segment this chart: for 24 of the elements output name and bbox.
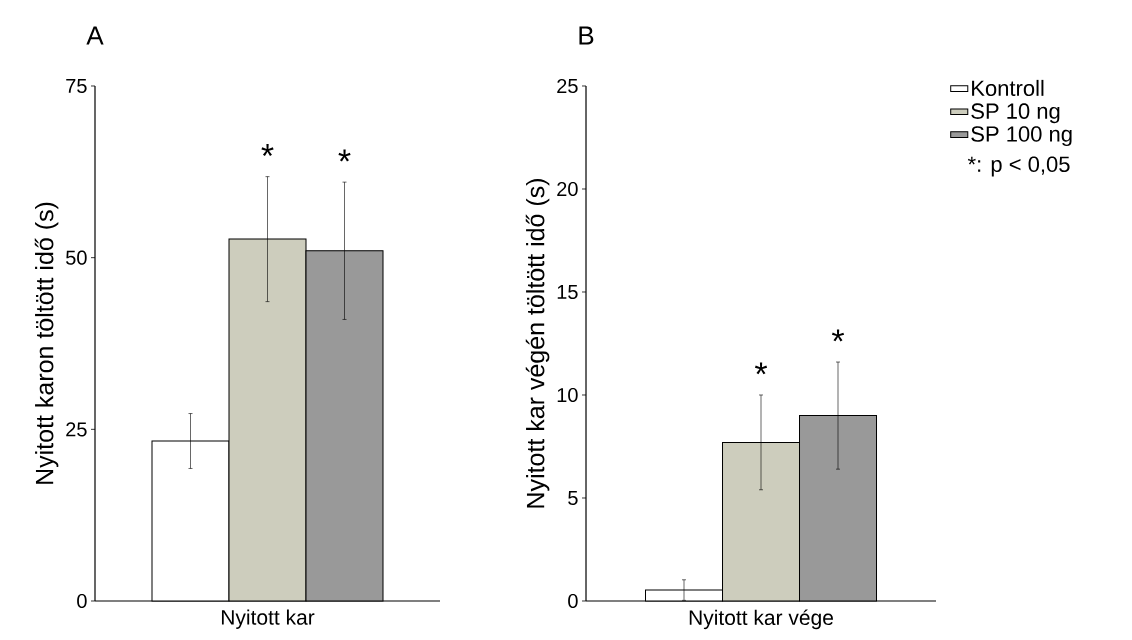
y-tick-label: 0 bbox=[568, 593, 578, 609]
text: *: p < 0,05 bbox=[967, 156, 1070, 177]
chart-title: B bbox=[579, 26, 594, 45]
y-tick-label: 25 bbox=[557, 78, 578, 94]
y-tick-label: 5 bbox=[568, 491, 578, 505]
y-axis-title: Nyitott karon töltött idő (s) bbox=[34, 202, 59, 484]
chart-title: A bbox=[86, 26, 104, 45]
data-label: * bbox=[831, 329, 845, 342]
data-label: * bbox=[754, 362, 768, 375]
legend-label: SP 10 ng bbox=[971, 103, 1060, 124]
x-axis-title: Nyitott kar vége bbox=[689, 609, 833, 630]
data-label: * bbox=[338, 149, 351, 162]
y-tick-label: 10 bbox=[557, 387, 578, 403]
y-axis-title: Nyitott kar végén töltött idő (s) bbox=[525, 179, 550, 508]
y-tick-label: 20 bbox=[557, 181, 578, 197]
legend-label: Kontroll bbox=[972, 79, 1044, 97]
data-label: * bbox=[261, 144, 274, 156]
y-tick-label: 50 bbox=[66, 250, 87, 265]
x-axis-title: Nyitott kar bbox=[221, 609, 315, 629]
y-tick-label: 25 bbox=[66, 422, 87, 437]
y-tick-label: 15 bbox=[557, 285, 578, 299]
y-tick-label: 75 bbox=[66, 79, 87, 93]
legend-label: SP 100 ng bbox=[971, 126, 1072, 147]
y-tick-label: 0 bbox=[77, 593, 87, 609]
